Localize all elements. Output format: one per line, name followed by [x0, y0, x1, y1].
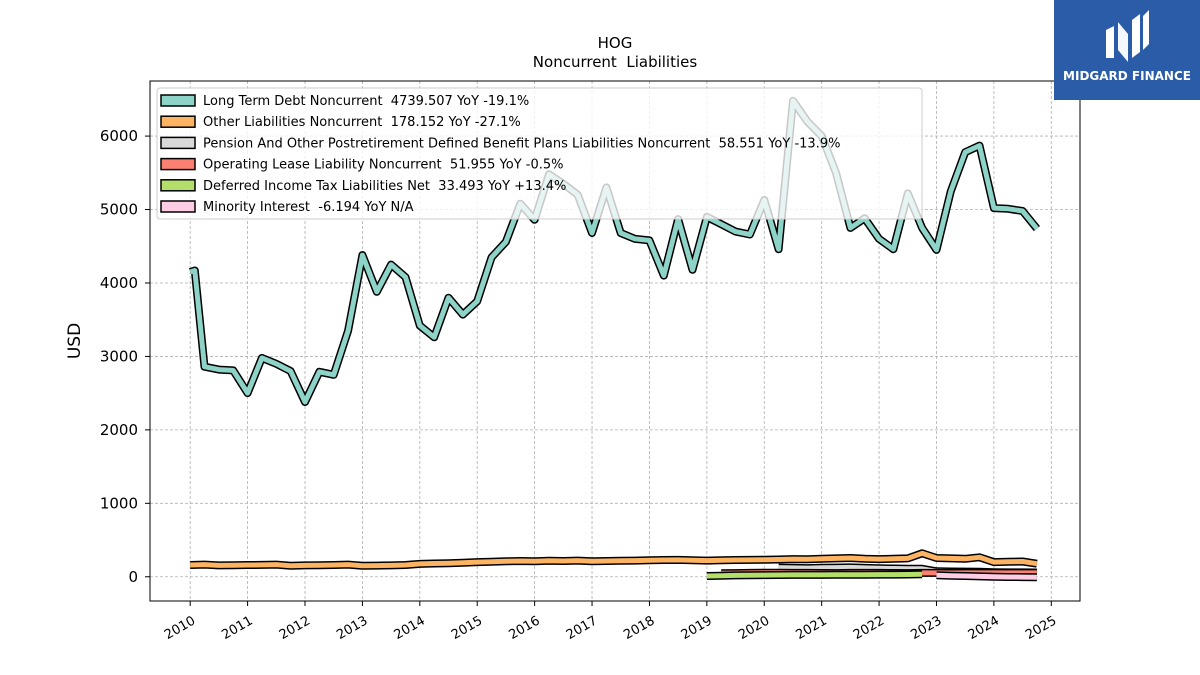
series-line [706, 570, 923, 580]
legend-label: Operating Lease Liability Noncurrent 51.… [203, 158, 564, 173]
brand-logo: MIDGARD FINANCE [1054, 0, 1200, 100]
y-tick-label: 5000 [100, 201, 138, 219]
y-tick-label: 3000 [100, 347, 138, 365]
series-line [190, 549, 1038, 570]
x-tick-label: 2016 [506, 613, 542, 643]
series-core [936, 572, 1037, 580]
legend-item: Long Term Debt Noncurrent 4739.507 YoY -… [160, 94, 529, 109]
x-tick-label: 2024 [966, 613, 1002, 643]
legend-swatch [160, 157, 196, 171]
y-tick-label: 2000 [100, 421, 138, 439]
x-axis: 2010 2011 2012 2013 2014 2015 2016 2017 2018 2019… [162, 601, 1059, 643]
x-tick-label: 2018 [621, 613, 657, 643]
legend-label: Other Liabilities Noncurrent 178.152 YoY… [203, 115, 521, 130]
x-tick-label: 2010 [162, 613, 198, 643]
y-tick-label: 0 [128, 568, 138, 586]
x-tick-label: 2020 [736, 613, 772, 643]
y-tick-label: 6000 [100, 127, 138, 145]
chart-subtitle: Noncurrent Liabilities [533, 53, 698, 71]
x-tick-label: 2021 [794, 613, 830, 643]
x-tick-label: 2014 [392, 613, 428, 643]
legend: Long Term Debt Noncurrent 4739.507 YoY -… [156, 87, 923, 220]
legend-swatch [160, 115, 196, 128]
logo-text: MIDGARD FINANCE [1063, 69, 1191, 83]
legend-item: Other Liabilities Noncurrent 178.152 YoY… [160, 115, 521, 130]
series-core [190, 550, 1038, 569]
y-axis: 0 1000 2000 3000 4000 5000 6000 [100, 127, 150, 586]
x-tick-label: 2011 [219, 613, 255, 643]
legend-item: Pension And Other Postretirement Defined… [160, 136, 840, 151]
logo-mark-icon [1106, 10, 1149, 62]
chart-title: HOG [598, 34, 633, 52]
y-tick-label: 4000 [100, 274, 138, 292]
legend-item: Deferred Income Tax Liabilities Net 33.4… [160, 179, 566, 194]
x-tick-label: 2013 [334, 613, 370, 643]
legend-swatch [160, 179, 196, 192]
y-tick-label: 1000 [100, 494, 138, 512]
axes-frame [149, 80, 1081, 602]
x-tick-label: 2019 [679, 613, 715, 643]
y-axis-label: USD [65, 323, 85, 359]
legend-label: Deferred Income Tax Liabilities Net 33.4… [203, 179, 566, 194]
series-line [936, 571, 1037, 582]
x-tick-label: 2017 [564, 613, 600, 643]
legend-label: Long Term Debt Noncurrent 4739.507 YoY -… [203, 94, 529, 109]
x-tick-label: 2015 [449, 613, 485, 643]
legend-swatch [160, 94, 196, 107]
x-tick-label: 2022 [851, 613, 887, 643]
legend-item: Operating Lease Liability Noncurrent 51.… [160, 157, 564, 173]
series-core [706, 571, 923, 579]
legend-box [156, 87, 923, 220]
x-tick-label: 2023 [908, 613, 944, 643]
x-tick-label: 2012 [277, 613, 313, 643]
legend-label: Pension And Other Postretirement Defined… [203, 136, 840, 151]
legend-swatch [160, 136, 196, 150]
x-tick-label: 2025 [1023, 613, 1059, 643]
legend-swatch [160, 200, 196, 213]
legend-item: Minority Interest -6.194 YoY N/A [160, 200, 414, 215]
legend-label: Minority Interest -6.194 YoY N/A [203, 200, 414, 215]
